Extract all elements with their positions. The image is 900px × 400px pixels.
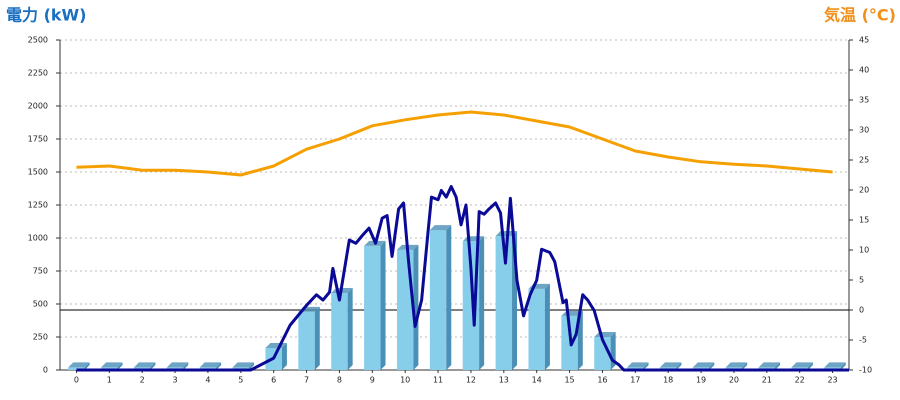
y2-tick-label: 15 [859,216,869,225]
x-tick-label: 14 [532,376,542,385]
x-tick-label: 23 [827,376,837,385]
bar-side [446,225,452,370]
bar [495,236,513,370]
bar [528,288,545,370]
bar [331,293,348,370]
x-tick-label: 8 [337,376,342,385]
x-tick-label: 22 [795,376,805,385]
y-tick-label: 1500 [28,168,48,177]
bar-top [429,225,452,231]
bar-top [758,362,781,368]
bar-top [199,362,222,368]
x-tick-label: 21 [762,376,772,385]
y2-tick-label: 10 [859,246,869,255]
bar-side [117,362,123,370]
x-tick-label: 12 [466,376,476,385]
x-tick-label: 11 [433,376,443,385]
x-tick-label: 3 [173,376,178,385]
y-tick-label: 0 [43,366,48,375]
y-tick-label: 500 [33,300,48,309]
line [76,185,849,372]
bar-side [807,362,813,370]
bar-top [692,362,715,368]
bar-side [150,362,156,370]
bar-side [775,362,781,370]
bar-top [627,362,649,368]
y2-tick-label: 30 [859,126,869,135]
y-tick-label: 250 [33,333,48,342]
x-tick-label: 2 [140,376,145,385]
line [76,110,833,177]
y2-tick-label: 0 [859,306,864,315]
x-tick-label: 0 [74,376,79,385]
left-axis-title: 電力 (kW) [6,6,87,25]
x-tick-label: 18 [663,376,673,385]
bar-top [101,362,123,368]
y-tick-label: 2000 [28,102,48,111]
bar-top [133,362,156,368]
y-tick-label: 1000 [28,234,48,243]
x-tick-label: 16 [597,376,607,385]
x-tick-label: 4 [205,376,210,385]
x-tick-label: 13 [499,376,509,385]
right-axis-title: 気温 (°C) [824,6,896,25]
bar-side [479,236,485,370]
bar-side [249,362,255,370]
bar-side [314,306,320,370]
x-tick-label: 20 [729,376,739,385]
y-tick-label: 2250 [28,69,48,78]
bar-side [347,288,353,370]
y2-tick-label: -5 [859,336,867,345]
x-tick-label: 10 [400,376,410,385]
bar-side [840,362,846,370]
bar-side [216,362,222,370]
x-tick-label: 7 [304,376,309,385]
bar [364,245,381,370]
x-tick-label: 15 [564,376,574,385]
bar-side [183,362,189,370]
bar-side [610,332,616,370]
x-tick-label: 17 [630,376,640,385]
y2-tick-label: 25 [859,156,869,165]
x-tick-label: 1 [107,376,112,385]
y-tick-label: 750 [33,267,48,276]
bar-side [643,362,649,370]
y2-tick-label: -10 [859,366,872,375]
bar-side [742,362,748,370]
y2-tick-label: 45 [859,36,869,45]
bar-side [676,362,682,370]
bar-side [380,240,386,370]
bar-side [84,362,90,370]
y-tick-label: 1750 [28,135,48,144]
bar-top [659,362,682,368]
bar-top [166,362,189,368]
bar-top [68,362,90,368]
bar-top [824,362,846,368]
x-tick-label: 9 [370,376,375,385]
y2-tick-label: 5 [859,276,864,285]
bar-side [544,283,550,370]
x-tick-label: 19 [696,376,706,385]
x-tick-label: 6 [271,376,276,385]
bar [396,249,414,370]
y2-tick-label: 35 [859,96,869,105]
bar-top [791,362,813,368]
bar-top [725,362,748,368]
bar-side [413,244,419,370]
bar [429,230,447,370]
y-tick-label: 2500 [28,36,48,45]
y2-tick-label: 40 [859,66,869,75]
bar [298,311,315,370]
y2-tick-label: 20 [859,186,869,195]
x-tick-label: 5 [238,376,243,385]
bar-side [281,342,287,370]
y-tick-label: 1250 [28,201,48,210]
bar-top [232,362,255,368]
bar-side [709,362,715,370]
